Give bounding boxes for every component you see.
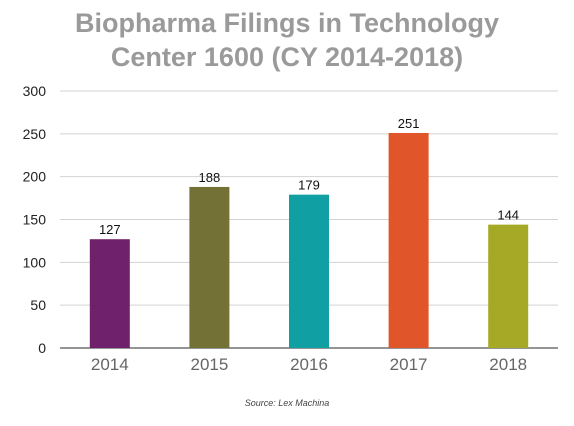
chart-title: Biopharma Filings in Technology Center 1… bbox=[0, 6, 574, 74]
data-label-2016: 179 bbox=[298, 178, 320, 193]
y-tick-label: 200 bbox=[23, 169, 47, 185]
data-label-2017: 251 bbox=[398, 116, 420, 131]
data-label-2014: 127 bbox=[99, 222, 121, 237]
data-labels: 127 188 179 251 144 bbox=[99, 116, 519, 237]
bar-2016 bbox=[289, 194, 329, 348]
y-axis: 0 50 100 150 200 250 300 bbox=[23, 83, 47, 356]
x-tick-label-2014: 2014 bbox=[91, 355, 129, 374]
chart-title-line-2: Center 1600 (CY 2014-2018) bbox=[110, 42, 464, 72]
x-tick-label-2018: 2018 bbox=[489, 355, 527, 374]
bar-2018 bbox=[488, 224, 529, 348]
y-tick-label: 100 bbox=[23, 254, 47, 270]
y-tick-label: 300 bbox=[23, 83, 47, 99]
x-tick-label-2015: 2015 bbox=[190, 355, 228, 374]
bar-2017 bbox=[388, 132, 429, 348]
data-label-2018: 144 bbox=[497, 208, 519, 223]
x-tick-label-2017: 2017 bbox=[390, 355, 428, 374]
y-tick-label: 150 bbox=[23, 212, 47, 228]
bar-2014 bbox=[89, 239, 130, 348]
x-axis: 2014 2015 2016 2017 2018 bbox=[91, 355, 527, 374]
bar-2015 bbox=[189, 186, 230, 348]
y-tick-label: 0 bbox=[38, 340, 46, 356]
y-tick-label: 250 bbox=[23, 126, 47, 142]
y-tick-label: 50 bbox=[30, 297, 46, 313]
bars bbox=[89, 132, 529, 348]
source-note: Source: Lex Machina bbox=[244, 398, 330, 408]
chart-title-line-1: Biopharma Filings in Technology bbox=[74, 8, 500, 38]
data-label-2015: 188 bbox=[199, 170, 221, 185]
x-tick-label-2016: 2016 bbox=[290, 355, 328, 374]
